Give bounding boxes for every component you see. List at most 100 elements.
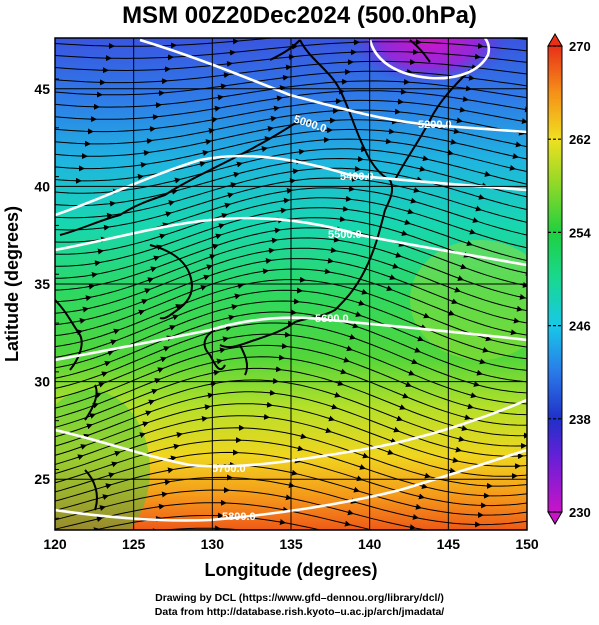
streamline-arrow: [449, 138, 457, 145]
streamline-arrow: [270, 237, 278, 244]
streamline-arrow: [217, 223, 225, 230]
x-tick-label: 125: [122, 536, 146, 552]
streamline-arrow: [397, 241, 405, 247]
streamline-arrow: [418, 165, 426, 172]
streamline-arrow: [105, 212, 113, 219]
streamline: [55, 80, 527, 108]
streamline-arrow: [278, 85, 286, 92]
streamline-arrow: [401, 392, 409, 399]
streamline-arrow: [481, 347, 489, 353]
contour-label: 5500.0: [328, 229, 362, 241]
streamline-arrow: [152, 528, 159, 530]
streamline-arrow: [175, 432, 183, 438]
streamline-arrow: [153, 378, 161, 384]
streamline-arrow: [329, 247, 337, 254]
streamline-arrow: [473, 53, 481, 60]
streamline-arrow: [260, 146, 268, 153]
streamline-arrow: [483, 171, 491, 177]
y-tick-label: 35: [34, 276, 50, 292]
streamline-arrow: [403, 547, 409, 548]
streamline-arrow: [408, 524, 416, 530]
streamline-arrow: [157, 503, 165, 510]
streamline-arrow: [218, 347, 226, 354]
streamline-arrow: [214, 233, 222, 240]
streamline-arrow: [512, 317, 520, 324]
streamline-arrow: [288, 178, 296, 185]
streamline-arrow: [348, 333, 356, 340]
streamline: [55, 207, 527, 267]
streamline-arrow: [106, 350, 114, 356]
streamline-arrow: [236, 283, 244, 289]
streamline-arrow: [101, 494, 109, 500]
streamline-arrow: [332, 236, 340, 243]
streamline-arrow: [103, 360, 111, 367]
streamline-arrow: [414, 503, 422, 510]
streamline-arrow: [400, 230, 408, 236]
streamline-arrow: [104, 483, 112, 490]
lat-lon-grid: [55, 38, 527, 530]
streamline-arrow: [277, 354, 285, 361]
streamline-arrow: [403, 219, 411, 226]
streamline-arrow: [333, 391, 341, 398]
streamline-arrow: [201, 150, 209, 156]
streamline-arrow: [158, 233, 166, 240]
contour-label: 5600.0: [315, 313, 349, 325]
y-tick-labels: 25 30 35 40 45: [34, 81, 50, 487]
streamline-arrow: [230, 304, 238, 310]
streamline: [55, 167, 527, 219]
streamline-arrow: [330, 403, 338, 410]
streamline-arrow: [467, 74, 475, 81]
streamline-arrow: [466, 403, 474, 410]
streamline-arrow: [296, 445, 304, 452]
streamline: [55, 227, 527, 291]
streamline: [55, 177, 527, 231]
streamline-arrow: [113, 450, 121, 457]
streamline-arrow: [146, 277, 154, 284]
streamline-arrow: [168, 325, 176, 331]
streamline-arrow: [141, 421, 149, 428]
streamline-arrow: [284, 494, 292, 501]
x-tick-label: 150: [515, 536, 539, 552]
streamline-arrow: [167, 200, 175, 206]
streamline-arrow: [465, 240, 473, 247]
streamline-arrow: [459, 263, 467, 270]
colorbar-tick-label: 254: [569, 225, 591, 240]
streamline-arrow: [343, 520, 351, 527]
streamline: [55, 148, 527, 194]
streamline-arrow: [112, 328, 120, 335]
streamline-arrow: [93, 260, 101, 267]
colorbar-tick-label: 230: [569, 505, 591, 520]
streamline-arrow: [344, 195, 352, 202]
streamline-arrow: [235, 161, 243, 168]
streamline-arrow: [171, 314, 179, 321]
streamline-arrow: [172, 443, 180, 450]
streamline-arrow: [85, 423, 93, 430]
streamline-arrow: [358, 464, 366, 470]
streamline-arrow: [143, 288, 151, 294]
streamline-arrow: [162, 346, 170, 352]
streamline: [55, 464, 527, 516]
streamline-arrow: [209, 381, 217, 388]
streamline-arrow: [224, 325, 232, 332]
streamline-arrow: [338, 546, 344, 547]
streamline-arrow: [386, 449, 394, 455]
streamline-arrow: [88, 413, 96, 419]
y-tick-label: 40: [34, 178, 50, 194]
streamline: [45, 22, 533, 35]
streamline-arrow: [84, 295, 92, 302]
streamline-arrow: [476, 43, 484, 50]
streamline-arrow: [472, 381, 480, 387]
streamline-arrow: [347, 185, 355, 192]
streamline-arrow: [406, 537, 412, 538]
streamline-arrow: [520, 118, 527, 125]
y-tick-label: 30: [34, 374, 50, 390]
streamline-arrow: [219, 83, 227, 90]
streamline-arrow: [469, 392, 477, 399]
streamline-arrow: [136, 173, 144, 180]
streamline-arrow: [221, 336, 229, 343]
streamline-arrow: [412, 187, 420, 193]
streamline-arrow: [324, 427, 332, 434]
streamline-arrow: [278, 519, 286, 525]
streamline-arrow: [262, 413, 270, 420]
streamline-arrow: [276, 534, 282, 535]
